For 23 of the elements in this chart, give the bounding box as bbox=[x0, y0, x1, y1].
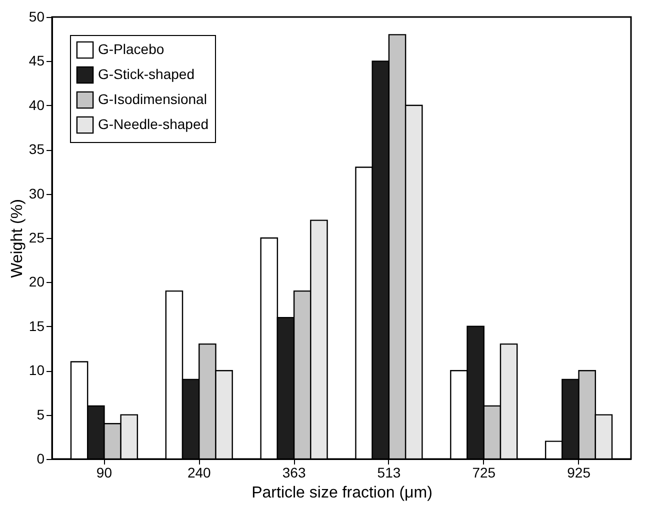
y-tick-label: 15 bbox=[28, 318, 45, 334]
y-tick-label: 25 bbox=[28, 230, 45, 246]
y-tick-label: 20 bbox=[28, 274, 45, 290]
x-tick-label: 240 bbox=[187, 464, 212, 480]
x-tick-label: 363 bbox=[282, 464, 306, 480]
y-tick-label: 10 bbox=[28, 362, 45, 378]
y-tick-label: 30 bbox=[28, 185, 45, 202]
x-tick-label: 725 bbox=[472, 464, 496, 480]
y-axis-title: Weight (%) bbox=[8, 199, 26, 278]
y-tick-label: 50 bbox=[28, 8, 45, 24]
x-tick-label: 925 bbox=[567, 464, 591, 480]
legend-label: G-Isodimensional bbox=[98, 91, 207, 107]
x-tick-label: 513 bbox=[377, 464, 401, 480]
x-tick-label: 90 bbox=[96, 464, 112, 480]
x-axis-title: Particle size fraction (μm) bbox=[252, 484, 432, 502]
legend-label: G-Placebo bbox=[98, 41, 164, 57]
y-tick-label: 0 bbox=[36, 450, 45, 466]
y-tick-label: 45 bbox=[28, 52, 45, 69]
legend-label: G-Stick-shaped bbox=[98, 66, 194, 82]
y-tick-label: 35 bbox=[28, 141, 45, 158]
y-tick-label: 5 bbox=[36, 406, 45, 422]
legend-label: G-Needle-shaped bbox=[98, 116, 209, 132]
y-tick-label: 40 bbox=[28, 96, 45, 113]
